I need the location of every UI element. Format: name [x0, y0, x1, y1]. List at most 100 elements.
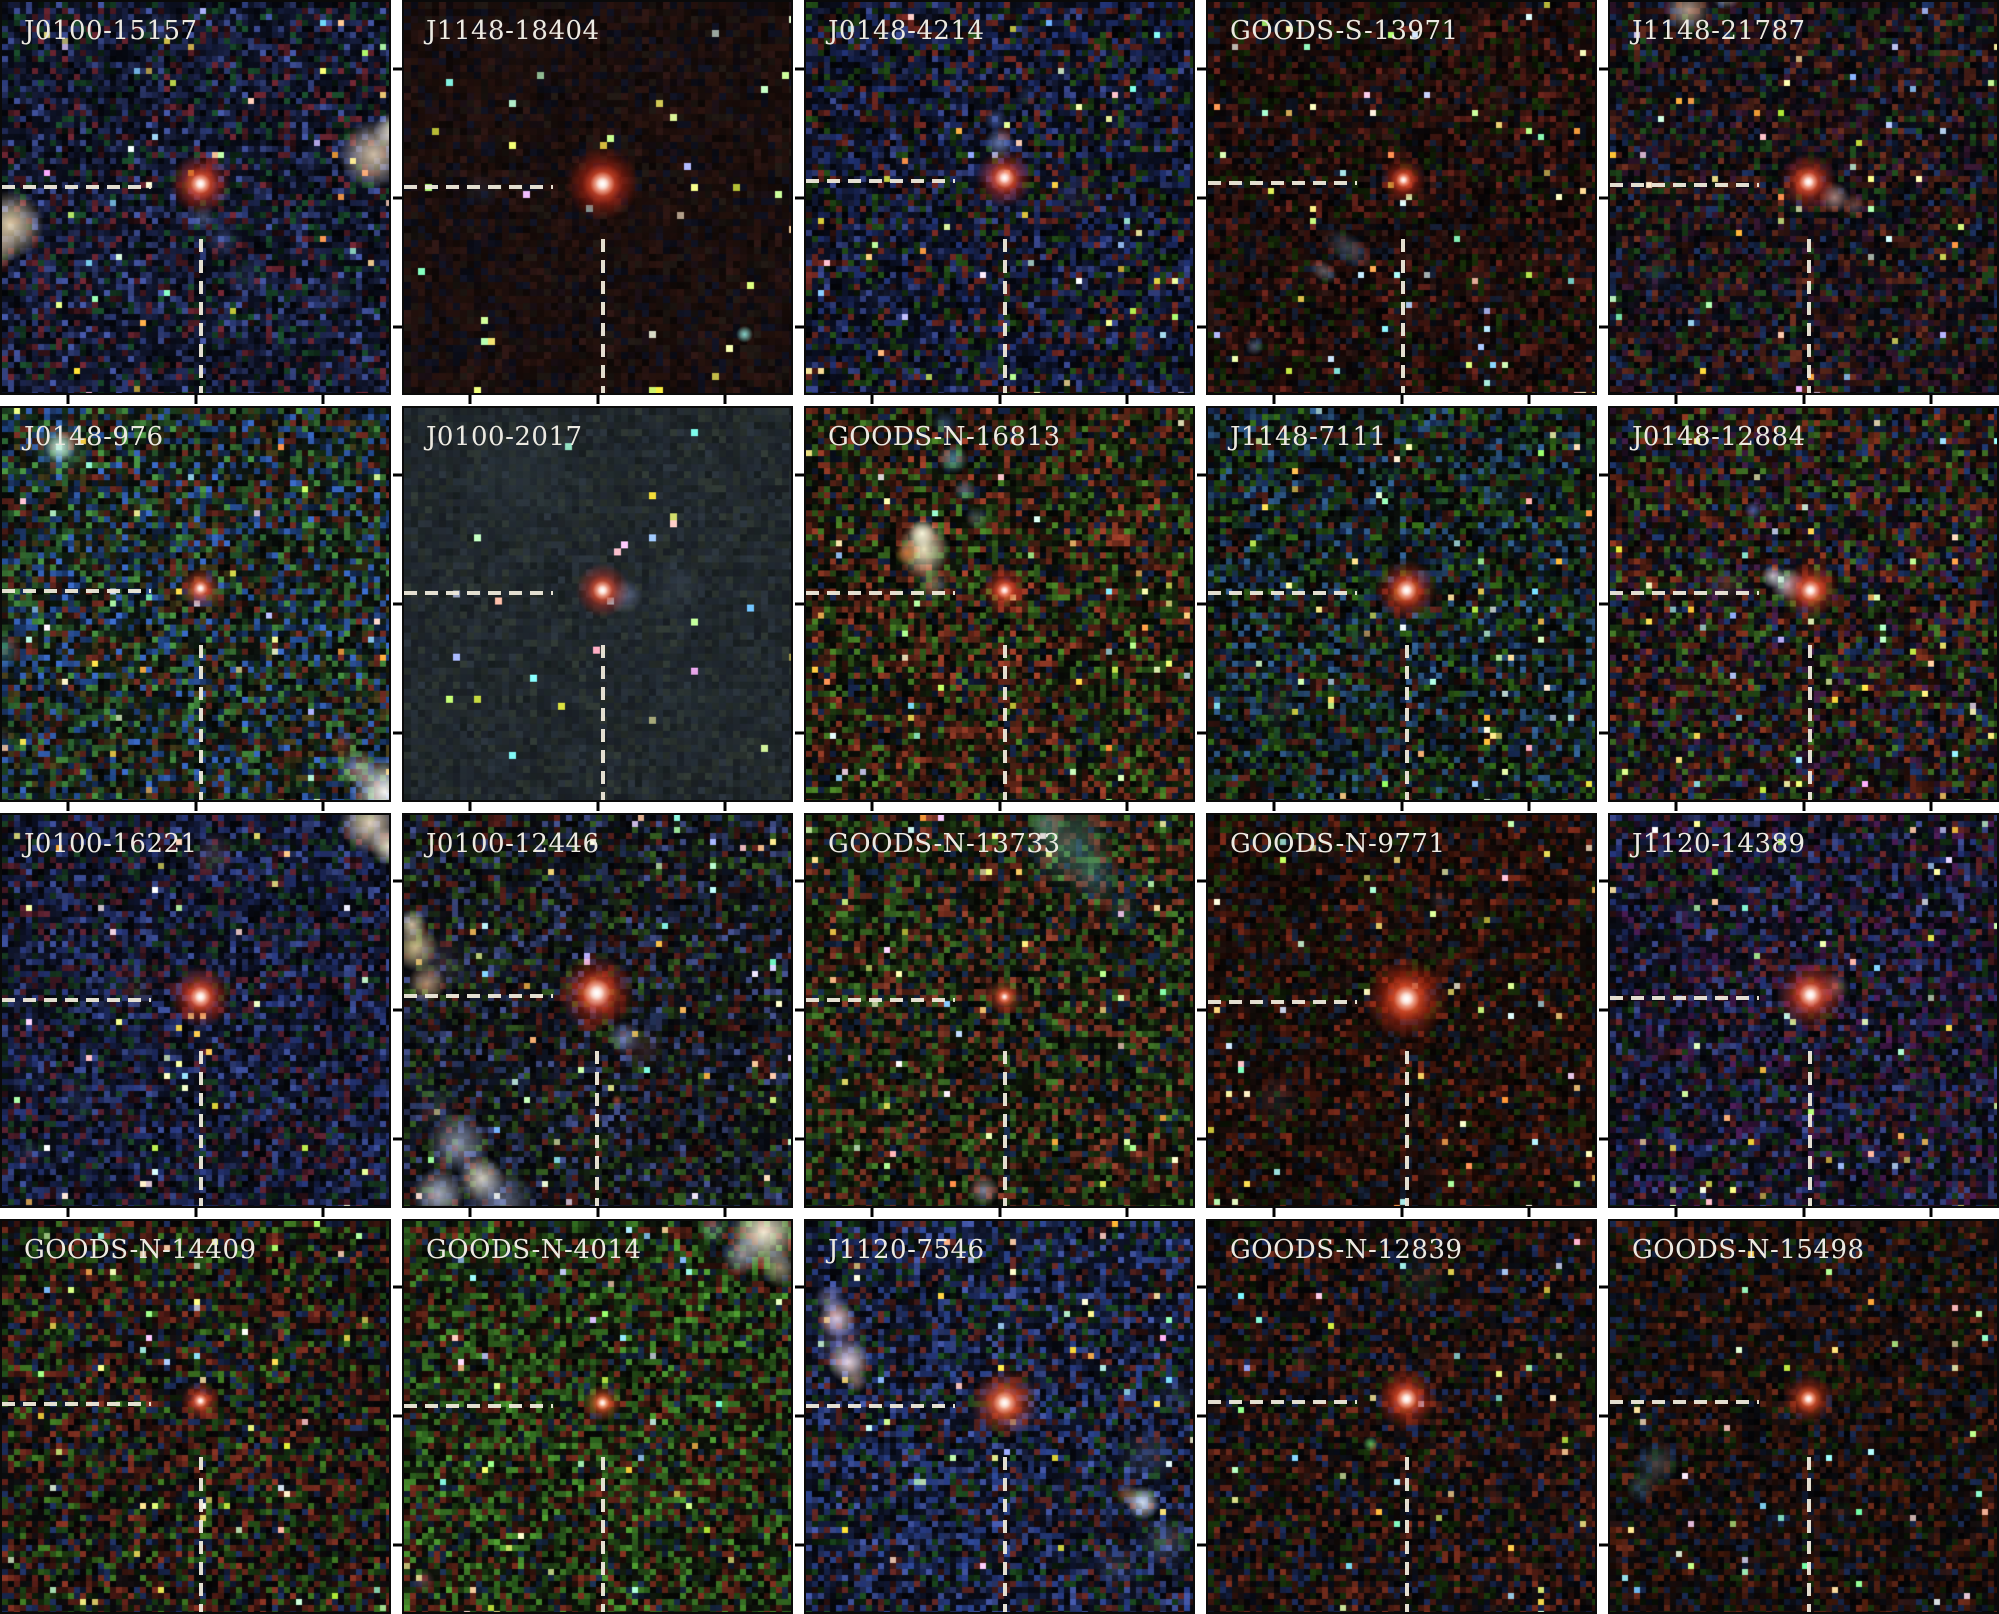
- axis-tick: [393, 196, 402, 200]
- axis-tick: [1599, 1543, 1608, 1547]
- sky-image: [1610, 408, 1997, 800]
- source-label: J1120-7546: [828, 1234, 985, 1265]
- axis-tick: [795, 473, 804, 477]
- axis-tick: [1400, 801, 1403, 811]
- axis-tick: [1599, 1414, 1608, 1418]
- source-label: GOODS-N-9771: [1230, 828, 1446, 859]
- crosshair-horizontal-line: [1610, 591, 1759, 596]
- sky-image: [1208, 1220, 1595, 1612]
- axis-tick: [1599, 196, 1608, 200]
- crosshair-horizontal-line: [806, 591, 955, 596]
- sky-image: [2, 1220, 389, 1612]
- cutout-panel-j0148-12884: J0148-12884: [1599, 406, 1999, 811]
- axis-tick: [1929, 801, 1933, 811]
- crosshair-vertical-line: [198, 238, 203, 394]
- sky-image: [1208, 408, 1595, 800]
- crosshair-horizontal-line: [2, 1401, 151, 1406]
- sky-image: [806, 2, 1193, 394]
- cutout-panel-goods-n-13733: GOODS-N-13733: [795, 812, 1195, 1217]
- source-label: J0100-16221: [24, 828, 198, 859]
- cutout-panel-goods-n-9771: GOODS-N-9771: [1197, 812, 1597, 1217]
- axis-tick: [795, 1543, 804, 1547]
- crosshair-vertical-line: [594, 1051, 599, 1206]
- axis-tick: [795, 731, 804, 735]
- sky-image: [806, 408, 1193, 800]
- axis-tick: [998, 1207, 1001, 1217]
- crosshair-horizontal-line: [2, 997, 151, 1002]
- axis-tick: [321, 395, 325, 405]
- axis-tick: [1599, 1137, 1608, 1141]
- axis-tick: [66, 395, 70, 405]
- axis-tick: [998, 395, 1001, 405]
- axis-tick: [1197, 325, 1206, 329]
- axis-tick: [194, 395, 197, 405]
- crosshair-vertical-line: [198, 1457, 203, 1612]
- source-label: GOODS-N-4014: [426, 1234, 642, 1265]
- axis-tick: [1674, 395, 1678, 405]
- axis-tick: [1599, 325, 1608, 329]
- axis-tick: [468, 395, 472, 405]
- axis-tick: [596, 801, 599, 811]
- crosshair-vertical-line: [1806, 238, 1811, 394]
- cutout-panel-j1120-14389: J1120-14389: [1599, 812, 1999, 1217]
- axis-tick: [1197, 1137, 1206, 1141]
- axis-tick: [795, 325, 804, 329]
- source-label: J0148-12884: [1632, 422, 1806, 453]
- axis-tick: [194, 801, 197, 811]
- cutout-panel-j0148-4214: J0148-4214: [795, 0, 1195, 405]
- crosshair-horizontal-line: [1208, 181, 1357, 186]
- axis-tick: [66, 801, 70, 811]
- axis-tick: [1802, 801, 1805, 811]
- cutout-panel-j1148-7111: J1148-7111: [1197, 406, 1597, 811]
- cutout-panel-j0148-976: J0148-976: [0, 406, 391, 811]
- crosshair-vertical-line: [1002, 1051, 1007, 1206]
- axis-tick: [1599, 67, 1608, 70]
- cutout-panel-j0100-2017: J0100-2017: [393, 406, 793, 811]
- axis-tick: [1802, 1207, 1805, 1217]
- cutout-panel-goods-n-4014: GOODS-N-4014: [393, 1218, 793, 1614]
- sky-image: [2, 814, 389, 1206]
- axis-tick: [1197, 1285, 1206, 1289]
- axis-tick: [1125, 1207, 1129, 1217]
- axis-tick: [1197, 473, 1206, 477]
- axis-tick: [393, 1285, 402, 1289]
- axis-tick: [1197, 1543, 1206, 1547]
- axis-tick: [1599, 879, 1608, 883]
- axis-tick: [1125, 801, 1129, 811]
- crosshair-vertical-line: [600, 644, 605, 800]
- sky-image: [404, 2, 791, 394]
- crosshair-vertical-line: [1002, 1457, 1007, 1612]
- axis-tick: [795, 602, 804, 606]
- source-label: J1148-21787: [1632, 16, 1806, 46]
- sky-image: [1208, 814, 1595, 1206]
- cutout-panel-goods-n-15498: GOODS-N-15498: [1599, 1218, 1999, 1614]
- cutout-panel-goods-n-12839: GOODS-N-12839: [1197, 1218, 1597, 1614]
- crosshair-horizontal-line: [1610, 1399, 1759, 1404]
- crosshair-horizontal-line: [404, 993, 553, 998]
- crosshair-vertical-line: [1808, 644, 1813, 800]
- sky-image: [1610, 2, 1997, 394]
- axis-tick: [1197, 1414, 1206, 1418]
- crosshair-vertical-line: [1404, 1051, 1409, 1206]
- axis-tick: [1599, 602, 1608, 606]
- axis-tick: [393, 1008, 402, 1012]
- cutout-panel-j0100-12446: J0100-12446: [393, 812, 793, 1217]
- crosshair-horizontal-line: [1208, 1399, 1357, 1404]
- source-label: J1148-18404: [426, 16, 600, 46]
- source-label: GOODS-N-15498: [1632, 1234, 1865, 1265]
- axis-tick: [1527, 395, 1531, 405]
- axis-tick: [321, 1207, 325, 1217]
- crosshair-horizontal-line: [806, 1403, 955, 1408]
- axis-tick: [1929, 1207, 1933, 1217]
- axis-tick: [1272, 1207, 1276, 1217]
- source-label: GOODS-N-14409: [24, 1234, 257, 1265]
- sky-image: [806, 1220, 1193, 1612]
- axis-tick: [1272, 395, 1276, 405]
- crosshair-vertical-line: [1002, 238, 1007, 394]
- crosshair-vertical-line: [198, 1051, 203, 1206]
- axis-tick: [393, 325, 402, 329]
- axis-tick: [596, 1207, 599, 1217]
- cutout-panel-goods-n-14409: GOODS-N-14409: [0, 1218, 391, 1614]
- crosshair-horizontal-line: [1208, 999, 1357, 1004]
- axis-tick: [393, 1543, 402, 1547]
